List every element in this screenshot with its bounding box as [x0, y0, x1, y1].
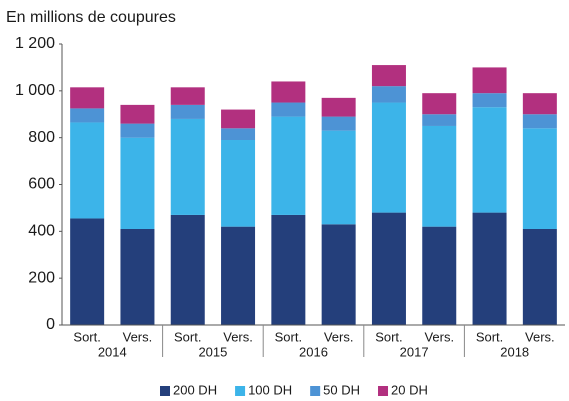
y-tick-label: 200 — [28, 269, 55, 286]
y-tick-label: 1 000 — [15, 82, 55, 99]
bar-segment — [170, 214, 205, 325]
x-tick-label: Vers. — [424, 329, 454, 344]
x-tick-label: Vers. — [223, 329, 253, 344]
bar-segment — [170, 118, 205, 215]
legend-swatch — [160, 386, 170, 396]
x-tick-label: Sort. — [174, 329, 201, 344]
bar-segment — [422, 125, 457, 227]
bar-segment — [70, 122, 105, 219]
bar-segment — [120, 123, 155, 138]
legend-label: 20 DH — [391, 382, 428, 397]
legend-label: 100 DH — [248, 382, 292, 397]
bar-segment — [70, 108, 105, 123]
bar-segment — [522, 114, 557, 129]
group-label: 2014 — [98, 344, 127, 359]
bar-segment — [321, 97, 356, 117]
bar-segment — [371, 65, 406, 87]
bar-segment — [371, 86, 406, 103]
bar-segment — [522, 93, 557, 115]
x-tick-label: Sort. — [73, 329, 100, 344]
bar-segment — [472, 212, 507, 325]
group-label: 2017 — [400, 344, 429, 359]
bar-segment — [120, 104, 155, 124]
legend-label: 200 DH — [173, 382, 217, 397]
bar-segment — [120, 137, 155, 229]
bar-segment — [522, 128, 557, 229]
bar-segment — [70, 218, 105, 325]
bar-segment — [221, 109, 256, 129]
bar-segment — [120, 228, 155, 325]
group-label: 2018 — [500, 344, 529, 359]
bar-segment — [371, 102, 406, 213]
x-tick-label: Vers. — [324, 329, 354, 344]
bar-segment — [221, 140, 256, 227]
bar-segment — [522, 228, 557, 325]
bar-segment — [321, 224, 356, 325]
bar-segment — [472, 67, 507, 94]
bar-segment — [221, 128, 256, 141]
bar-segment — [221, 226, 256, 325]
bar-segment — [371, 212, 406, 325]
x-tick-label: Sort. — [375, 329, 402, 344]
bar-segment — [271, 81, 306, 103]
legend-swatch — [235, 386, 246, 396]
bar-segment — [422, 93, 457, 115]
y-tick-label: 400 — [28, 223, 55, 240]
bar-segment — [271, 116, 306, 215]
legend-swatch — [378, 386, 389, 396]
bar-segment — [170, 104, 205, 119]
y-axis-label: En millions de coupures — [6, 9, 176, 26]
bar-segment — [321, 130, 356, 225]
y-tick-label: 1 200 — [15, 35, 55, 52]
x-tick-label: Sort. — [275, 329, 302, 344]
y-tick-label: 600 — [28, 176, 55, 193]
group-label: 2015 — [198, 344, 227, 359]
y-tick-label: 0 — [46, 316, 55, 333]
bar-segment — [472, 107, 507, 213]
x-tick-label: Vers. — [123, 329, 153, 344]
legend-swatch — [310, 386, 321, 396]
bar-segment — [472, 93, 507, 108]
legend-label: 50 DH — [323, 382, 360, 397]
y-tick-label: 800 — [28, 129, 55, 146]
bar-segment — [70, 87, 105, 109]
bar-segment — [321, 116, 356, 131]
bar-segment — [271, 214, 306, 325]
bar-segment — [170, 87, 205, 105]
group-label: 2016 — [299, 344, 328, 359]
x-tick-label: Sort. — [476, 329, 503, 344]
bar-segment — [422, 226, 457, 325]
x-tick-label: Vers. — [525, 329, 555, 344]
bar-segment — [422, 114, 457, 126]
bar-segment — [271, 102, 306, 117]
